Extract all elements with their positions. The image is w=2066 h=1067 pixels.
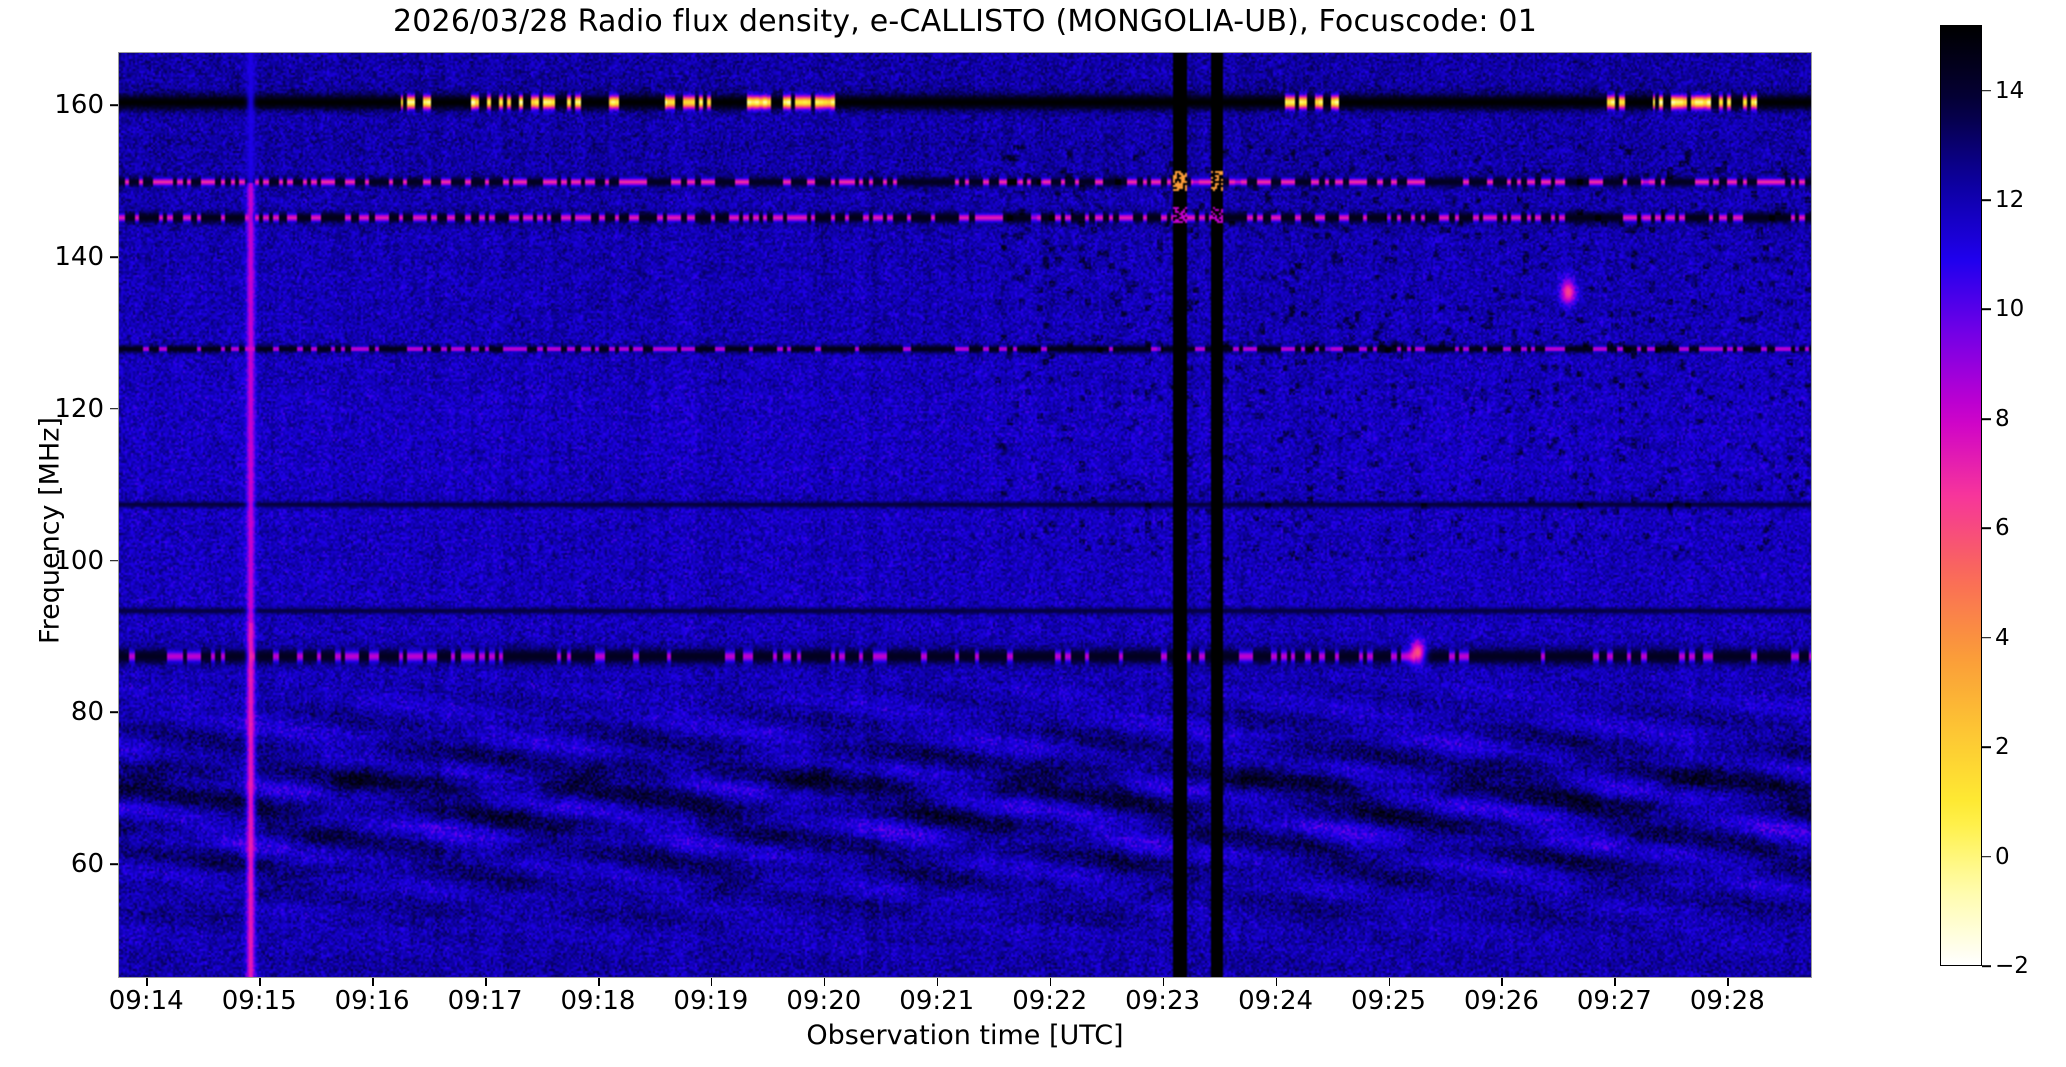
x-tick-mark-09-27 — [1614, 978, 1616, 986]
spectrogram-image — [119, 53, 1811, 977]
colorbar-gradient — [1941, 26, 1981, 965]
colorbar-tick-label-6: 6 — [1995, 515, 2010, 542]
x-tick-mark-09-24 — [1275, 978, 1278, 986]
colorbar-tick-mark-0 — [1982, 855, 1991, 858]
x-tick-mark-09-18 — [597, 978, 600, 986]
x-tick-label-09-22: 09:22 — [1012, 986, 1088, 1016]
y-tick-label-140: 140 — [54, 241, 104, 272]
colorbar-tick-label-0: 0 — [1995, 843, 2010, 870]
x-tick-mark-09-25 — [1388, 978, 1391, 986]
colorbar-tick-label-minus2: −2 — [1995, 953, 2029, 979]
colorbar-tick-label-14: 14 — [1995, 77, 2025, 104]
colorbar — [1940, 25, 1982, 966]
x-tick-mark-09-21 — [936, 978, 939, 986]
colorbar-tick-label-2: 2 — [1995, 734, 2010, 761]
plot-area — [118, 52, 1812, 978]
figure-title: 2026/03/28 Radio flux density, e-CALLIST… — [392, 4, 1537, 39]
colorbar-tick-label-4: 4 — [1995, 624, 2010, 651]
x-tick-mark-09-26 — [1501, 978, 1504, 986]
y-tick-mark-160 — [110, 104, 118, 106]
colorbar-tick-mark-4 — [1982, 636, 1991, 639]
colorbar-tick-mark-2 — [1982, 746, 1991, 748]
x-tick-mark-09-22 — [1049, 978, 1052, 986]
x-tick-mark-09-16 — [372, 978, 374, 986]
x-tick-label-09-18: 09:18 — [560, 986, 636, 1016]
colorbar-tick-mark-12 — [1982, 199, 1991, 201]
y-axis-label: Frequency [MHz] — [34, 417, 66, 644]
y-tick-label-100: 100 — [54, 545, 104, 576]
x-axis-label: Observation time [UTC] — [806, 1020, 1124, 1051]
colorbar-tick-mark-10 — [1982, 308, 1991, 311]
y-tick-mark-80 — [110, 711, 118, 714]
x-tick-label-09-28: 09:28 — [1689, 986, 1765, 1016]
colorbar-tick-mark-8 — [1982, 418, 1991, 420]
x-tick-label-09-14: 09:14 — [108, 986, 184, 1016]
colorbar-tick-label-12: 12 — [1995, 187, 2025, 214]
x-tick-mark-09-28 — [1727, 978, 1729, 986]
y-tick-mark-120 — [110, 407, 118, 410]
y-tick-mark-140 — [110, 256, 118, 258]
x-tick-mark-09-20 — [823, 978, 826, 986]
colorbar-tick-mark-minus2 — [1982, 965, 1991, 967]
colorbar-tick-mark-14 — [1982, 89, 1991, 92]
x-tick-label-09-23: 09:23 — [1125, 986, 1201, 1016]
colorbar-tick-mark-6 — [1982, 527, 1991, 530]
colorbar-tick-label-8: 8 — [1995, 405, 2010, 432]
x-tick-label-09-24: 09:24 — [1238, 986, 1314, 1016]
x-tick-mark-09-23 — [1162, 978, 1165, 986]
x-tick-label-09-20: 09:20 — [786, 986, 862, 1016]
y-tick-mark-100 — [110, 559, 118, 562]
x-tick-label-09-17: 09:17 — [447, 986, 523, 1016]
x-tick-mark-09-15 — [259, 978, 261, 986]
y-tick-label-160: 160 — [54, 90, 104, 121]
y-tick-label-60: 60 — [70, 849, 104, 880]
y-tick-label-120: 120 — [54, 393, 104, 424]
x-tick-label-09-27: 09:27 — [1576, 986, 1652, 1016]
x-tick-mark-09-17 — [485, 978, 487, 986]
x-tick-label-09-15: 09:15 — [221, 986, 297, 1016]
x-tick-label-09-21: 09:21 — [899, 986, 975, 1016]
y-tick-mark-60 — [110, 863, 118, 865]
x-tick-mark-09-14 — [146, 978, 148, 986]
colorbar-tick-label-10: 10 — [1995, 296, 2025, 323]
x-tick-label-09-25: 09:25 — [1351, 986, 1426, 1016]
x-tick-label-09-19: 09:19 — [673, 986, 749, 1016]
y-tick-label-80: 80 — [70, 697, 104, 728]
x-tick-label-09-16: 09:16 — [334, 986, 410, 1016]
x-tick-label-09-26: 09:26 — [1463, 986, 1539, 1016]
x-tick-mark-09-19 — [710, 978, 713, 986]
